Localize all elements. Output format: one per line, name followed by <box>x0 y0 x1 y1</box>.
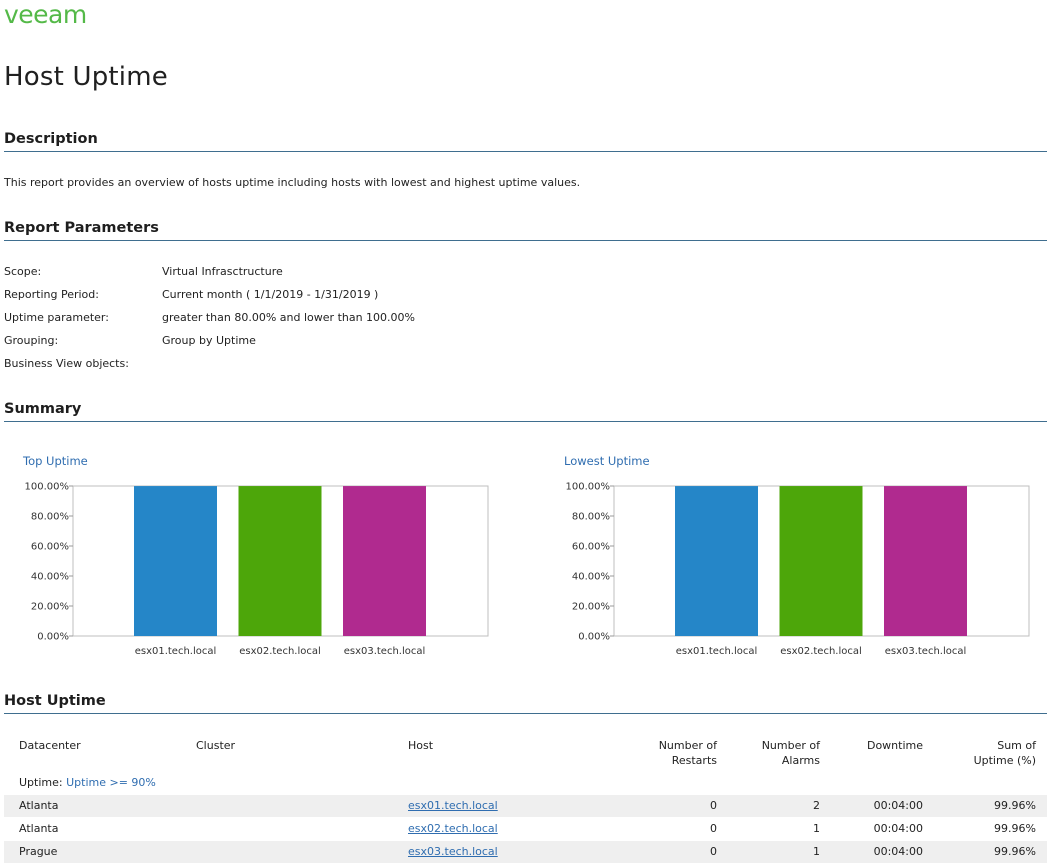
summary-heading: Summary <box>4 401 1047 422</box>
param-value-scope: Virtual Infrasctructure <box>162 265 283 278</box>
lowest-uptime-chart-title: Lowest Uptime <box>564 454 650 468</box>
col-alarms-line1: Number of <box>761 739 820 752</box>
y-tick-label: 60.00% <box>572 542 610 553</box>
cell-uptime: 99.96% <box>994 845 1036 858</box>
param-value-reporting-period: Current month ( 1/1/2019 - 1/31/2019 ) <box>162 288 379 301</box>
cell-restarts: 0 <box>710 822 717 835</box>
table-row: Atlanta esx02.tech.local 0 1 00:04:00 99… <box>4 818 1047 840</box>
host-link-esx01[interactable]: esx01.tech.local <box>408 799 498 812</box>
col-downtime: Downtime <box>866 739 923 752</box>
col-alarms-line2: Alarms <box>781 754 820 767</box>
y-tick-label: 0.00% <box>578 632 610 643</box>
bar-esx03.tech.local <box>884 486 967 636</box>
description-text: This report provides an overview of host… <box>4 176 581 189</box>
x-tick-label: esx02.tech.local <box>780 646 862 657</box>
bar-esx03.tech.local <box>343 486 426 636</box>
host-uptime-heading: Host Uptime <box>4 693 1047 714</box>
lowest-uptime-chart: 0.00% 20.00% 40.00% 60.00% 80.00% 100.00% esx0… <box>566 482 1030 657</box>
bar-esx01.tech.local <box>134 486 217 636</box>
col-uptime-line2: Uptime (%) <box>973 754 1036 767</box>
group-row-uptime: Uptime: Uptime >= 90% <box>19 776 156 789</box>
param-value-uptime-parameter: greater than 80.00% and lower than 100.0… <box>162 311 415 324</box>
col-uptime-line1: Sum of <box>997 739 1036 752</box>
cell-datacenter: Prague <box>19 845 58 858</box>
top-uptime-chart-title: Top Uptime <box>23 454 88 468</box>
param-value-grouping: Group by Uptime <box>162 334 256 347</box>
param-label-business-view: Business View objects: <box>4 357 129 370</box>
description-heading: Description <box>4 131 1047 152</box>
x-tick-label: esx02.tech.local <box>239 646 321 657</box>
y-tick-label: 60.00% <box>31 542 69 553</box>
cell-datacenter: Atlanta <box>19 799 59 812</box>
y-tick-label: 0.00% <box>37 632 69 643</box>
cell-uptime: 99.96% <box>994 799 1036 812</box>
cell-alarms: 1 <box>813 822 820 835</box>
host-link-esx02[interactable]: esx02.tech.local <box>408 822 498 835</box>
col-host: Host <box>408 739 434 752</box>
cell-alarms: 1 <box>813 845 820 858</box>
group-label: Uptime: <box>19 776 63 789</box>
table-row: Prague esx03.tech.local 0 1 00:04:00 99.… <box>4 841 1047 863</box>
y-tick-label: 40.00% <box>31 572 69 583</box>
top-uptime-chart: 0.00% 20.00% 40.00% 60.00% 80.00% 100.00% esx0… <box>25 482 489 657</box>
page-title: Host Uptime <box>4 62 168 92</box>
col-restarts-line2: Restarts <box>671 754 717 767</box>
x-tick-label: esx01.tech.local <box>135 646 217 657</box>
col-datacenter: Datacenter <box>19 739 81 752</box>
table-row: Atlanta esx01.tech.local 0 2 00:04:00 99… <box>4 795 1047 817</box>
cell-datacenter: Atlanta <box>19 822 59 835</box>
report-parameters-heading: Report Parameters <box>4 220 1047 241</box>
y-tick-label: 40.00% <box>572 572 610 583</box>
y-tick-label: 80.00% <box>31 512 69 523</box>
y-tick-label: 20.00% <box>31 602 69 613</box>
col-number-of-alarms: Number of Alarms <box>720 738 820 768</box>
col-restarts-line1: Number of <box>658 739 717 752</box>
host-link-esx03[interactable]: esx03.tech.local <box>408 845 498 858</box>
cell-uptime: 99.96% <box>994 822 1036 835</box>
bar-esx02.tech.local <box>779 486 863 636</box>
cell-alarms: 2 <box>813 799 820 812</box>
col-sum-of-uptime: Sum of Uptime (%) <box>935 738 1036 768</box>
y-tick-label: 20.00% <box>572 602 610 613</box>
col-cluster: Cluster <box>196 739 236 752</box>
cell-downtime: 00:04:00 <box>873 845 923 858</box>
cell-restarts: 0 <box>710 845 717 858</box>
y-tick-label: 100.00% <box>566 482 611 493</box>
param-label-grouping: Grouping: <box>4 334 59 347</box>
bar-esx01.tech.local <box>675 486 758 636</box>
y-tick-label: 80.00% <box>572 512 610 523</box>
param-label-scope: Scope: <box>4 265 42 278</box>
svg-text:veeam: veeam <box>4 2 87 28</box>
cell-downtime: 00:04:00 <box>873 799 923 812</box>
cell-downtime: 00:04:00 <box>873 822 923 835</box>
bar-esx02.tech.local <box>238 486 322 636</box>
param-label-reporting-period: Reporting Period: <box>4 288 99 301</box>
veeam-logo: veeam <box>4 2 87 28</box>
cell-restarts: 0 <box>710 799 717 812</box>
param-label-uptime-parameter: Uptime parameter: <box>4 311 109 324</box>
group-value: Uptime >= 90% <box>66 776 156 789</box>
col-number-of-restarts: Number of Restarts <box>617 738 717 768</box>
y-tick-label: 100.00% <box>25 482 70 493</box>
x-tick-label: esx03.tech.local <box>885 646 967 657</box>
x-tick-label: esx03.tech.local <box>344 646 426 657</box>
x-tick-label: esx01.tech.local <box>676 646 758 657</box>
